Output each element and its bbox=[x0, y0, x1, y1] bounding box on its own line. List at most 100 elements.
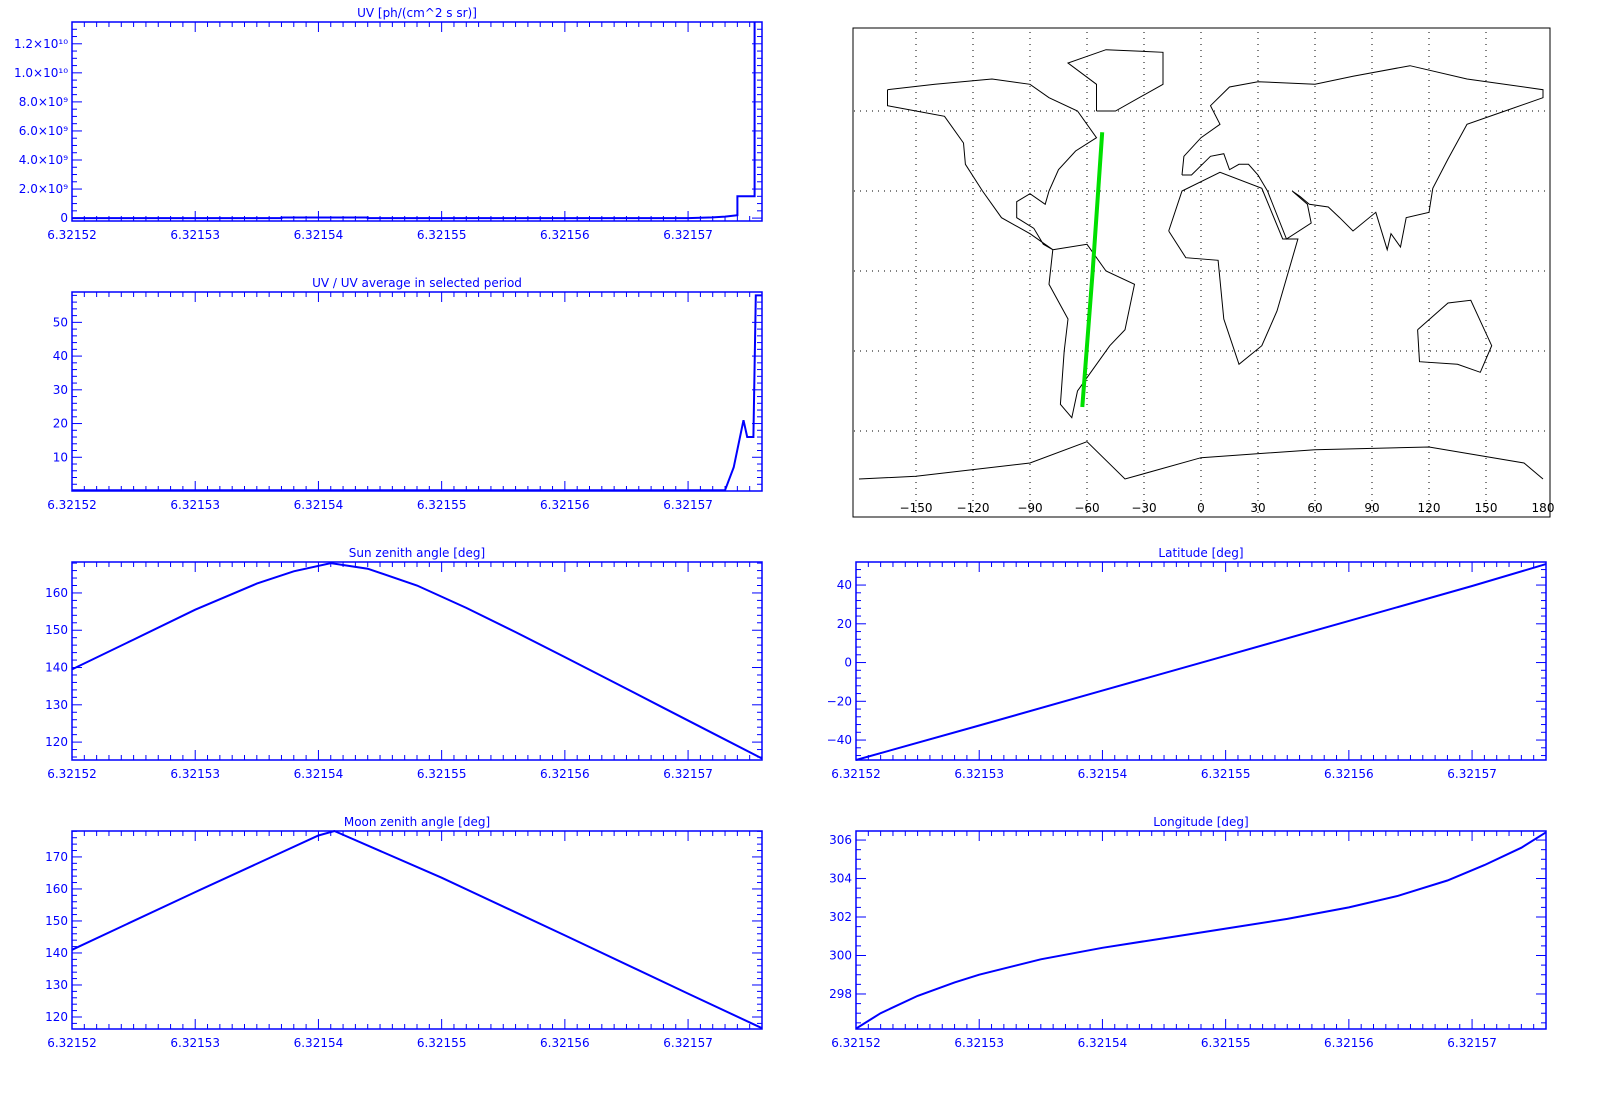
lon-tick-label: −120 bbox=[957, 501, 990, 515]
chart-title: Longitude [deg] bbox=[1153, 815, 1248, 829]
y-tick-label: −40 bbox=[827, 733, 852, 747]
lon-tick-label: 90 bbox=[1364, 501, 1379, 515]
x-tick-label: 6.32157 bbox=[663, 498, 713, 512]
x-tick-label: 6.32154 bbox=[294, 767, 344, 781]
coastline bbox=[1181, 65, 1544, 252]
y-tick-label: 10 bbox=[53, 450, 68, 464]
x-tick-label: 6.32157 bbox=[663, 767, 713, 781]
x-tick-label: 6.32157 bbox=[663, 228, 713, 242]
x-tick-label: 6.32156 bbox=[1324, 1036, 1374, 1050]
lon-tick-label: 180 bbox=[1532, 501, 1555, 515]
y-tick-label: 130 bbox=[45, 978, 68, 992]
lon-tick-label: 60 bbox=[1307, 501, 1322, 515]
x-tick-label: 6.32155 bbox=[417, 767, 467, 781]
x-tick-label: 6.32156 bbox=[540, 767, 590, 781]
coastline bbox=[1168, 171, 1299, 366]
y-tick-label: 40 bbox=[53, 349, 68, 363]
plot-frame bbox=[71, 561, 763, 761]
y-tick-label: 8.0×10⁹ bbox=[19, 95, 68, 109]
x-tick-label: 6.32152 bbox=[831, 1036, 881, 1050]
coastline bbox=[858, 441, 1544, 480]
x-tick-label: 6.32153 bbox=[170, 228, 220, 242]
y-tick-label: 140 bbox=[45, 661, 68, 675]
y-tick-label: 306 bbox=[829, 833, 852, 847]
y-tick-label: 304 bbox=[829, 872, 852, 886]
y-tick-label: 150 bbox=[45, 623, 68, 637]
y-tick-label: 1.0×10¹⁰ bbox=[14, 66, 68, 80]
coastline bbox=[1417, 299, 1493, 373]
lon-tick-label: −150 bbox=[900, 501, 933, 515]
chart-panel-5: Longitude [deg] 6.32152 6.32153 6.32154 6.32… bbox=[829, 815, 1547, 1050]
x-tick-label: 6.32153 bbox=[170, 498, 220, 512]
chart-title: Sun zenith angle [deg] bbox=[349, 546, 485, 560]
lon-tick-label: 0 bbox=[1197, 501, 1205, 515]
chart-panel-0: UV [ph/(cm^2 s sr)] 6.32152 6.32153 6.32154… bbox=[14, 6, 763, 242]
series-line bbox=[72, 22, 756, 220]
y-tick-label: 140 bbox=[45, 946, 68, 960]
y-tick-label: 150 bbox=[45, 914, 68, 928]
x-tick-label: 6.32154 bbox=[294, 228, 344, 242]
chart-title: UV / UV average in selected period bbox=[312, 276, 522, 290]
x-tick-label: 6.32157 bbox=[1447, 1036, 1497, 1050]
x-tick-label: 6.32152 bbox=[47, 1036, 97, 1050]
lon-tick-label: −60 bbox=[1074, 501, 1099, 515]
plot-frame bbox=[71, 21, 763, 222]
x-tick-label: 6.32155 bbox=[417, 228, 467, 242]
series-line bbox=[71, 562, 763, 760]
y-tick-label: 298 bbox=[829, 987, 852, 1001]
y-tick-label: 160 bbox=[45, 586, 68, 600]
x-tick-label: 6.32153 bbox=[170, 1036, 220, 1050]
y-tick-label: −20 bbox=[827, 694, 852, 708]
y-tick-label: 130 bbox=[45, 698, 68, 712]
coastline bbox=[887, 78, 1098, 251]
coastline bbox=[1066, 49, 1164, 112]
y-tick-label: 30 bbox=[53, 383, 68, 397]
x-tick-label: 6.32157 bbox=[1447, 767, 1497, 781]
x-tick-label: 6.32152 bbox=[47, 767, 97, 781]
series-line bbox=[855, 563, 1547, 761]
y-tick-label: 40 bbox=[837, 578, 852, 592]
x-tick-label: 6.32154 bbox=[1078, 1036, 1128, 1050]
y-tick-label: 170 bbox=[45, 850, 68, 864]
y-tick-label: 1.2×10¹⁰ bbox=[14, 37, 68, 51]
lon-tick-label: 150 bbox=[1475, 501, 1498, 515]
series-line bbox=[72, 294, 762, 492]
x-tick-label: 6.32155 bbox=[417, 498, 467, 512]
x-tick-label: 6.32153 bbox=[954, 1036, 1004, 1050]
lon-tick-label: 30 bbox=[1250, 501, 1265, 515]
chart-title: Moon zenith angle [deg] bbox=[344, 815, 490, 829]
x-tick-label: 6.32155 bbox=[1201, 1036, 1251, 1050]
y-tick-label: 0 bbox=[60, 211, 68, 225]
y-tick-label: 20 bbox=[53, 417, 68, 431]
map-panel: −150 −120 −90 −60 −30 0 30 60 90 120 150 180 bbox=[852, 27, 1555, 518]
y-tick-label: 0 bbox=[844, 656, 852, 670]
y-tick-label: 50 bbox=[53, 315, 68, 329]
x-tick-label: 6.32153 bbox=[954, 767, 1004, 781]
x-tick-label: 6.32154 bbox=[1078, 767, 1128, 781]
lon-tick-label: −90 bbox=[1017, 501, 1042, 515]
y-tick-label: 120 bbox=[45, 1010, 68, 1024]
y-tick-label: 120 bbox=[45, 735, 68, 749]
plot-frame bbox=[71, 830, 763, 1030]
lon-tick-label: −30 bbox=[1131, 501, 1156, 515]
y-tick-label: 20 bbox=[837, 617, 852, 631]
plot-frame bbox=[71, 291, 763, 492]
orbit-track bbox=[1080, 132, 1105, 408]
x-tick-label: 6.32153 bbox=[170, 767, 220, 781]
chart-panel-1: UV / UV average in selected period 6.3215… bbox=[47, 276, 763, 512]
x-tick-label: 6.32156 bbox=[1324, 767, 1374, 781]
x-tick-label: 6.32155 bbox=[417, 1036, 467, 1050]
x-tick-label: 6.32152 bbox=[47, 498, 97, 512]
map-frame bbox=[852, 27, 1551, 518]
y-tick-label: 302 bbox=[829, 910, 852, 924]
x-tick-label: 6.32155 bbox=[1201, 767, 1251, 781]
x-tick-label: 6.32154 bbox=[294, 1036, 344, 1050]
chart-title: Latitude [deg] bbox=[1158, 546, 1243, 560]
y-tick-label: 2.0×10⁹ bbox=[19, 182, 68, 196]
lon-tick-label: 120 bbox=[1418, 501, 1441, 515]
x-tick-label: 6.32152 bbox=[831, 767, 881, 781]
x-tick-label: 6.32156 bbox=[540, 498, 590, 512]
y-tick-label: 4.0×10⁹ bbox=[19, 153, 68, 167]
chart-panel-3: Latitude [deg] 6.32152 6.32153 6.32154 6.321… bbox=[827, 546, 1547, 781]
